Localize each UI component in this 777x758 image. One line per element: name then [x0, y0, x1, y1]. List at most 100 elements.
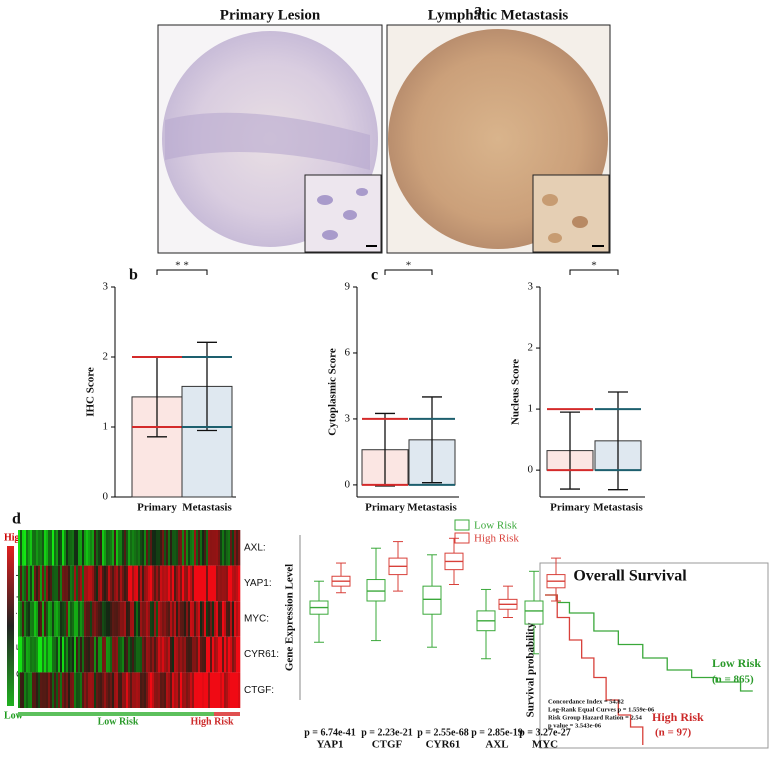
heatmap-cell: [158, 565, 161, 602]
heatmap-cell: [138, 530, 141, 566]
heatmap-legend-bar: [7, 546, 14, 706]
heatmap-cell: [134, 565, 137, 602]
heatmap-cell: [32, 636, 35, 673]
heatmap-cell: [66, 672, 69, 708]
heatmap-cell: [190, 601, 193, 637]
legend-label: High Risk: [474, 533, 519, 545]
heatmap-cell: [132, 530, 135, 566]
heatmap-cell: [206, 565, 209, 602]
heatmap-cell: [188, 565, 191, 602]
heatmap-cell: [52, 565, 55, 602]
heatmap-cell: [54, 530, 57, 566]
heatmap-cell: [202, 636, 205, 673]
heatmap-cell: [112, 601, 115, 637]
heatmap-cell: [142, 672, 145, 708]
heatmap-cell: [220, 565, 223, 602]
heatmap-cell: [110, 565, 113, 602]
plot-frame: [539, 562, 769, 749]
heatmap-cell: [64, 601, 67, 637]
heatmap-cell: [48, 672, 51, 708]
y-tick-label: 0: [103, 491, 109, 503]
heatmap-cell: [208, 601, 211, 637]
heatmap-cell: [62, 565, 65, 602]
heatmap-cell: [204, 530, 207, 566]
heatmap-cell: [136, 601, 139, 637]
heatmap-cell: [170, 601, 173, 637]
heatmap-cell: [68, 565, 71, 602]
heatmap-cell: [90, 530, 93, 566]
heatmap-cell: [144, 565, 147, 602]
heatmap-cell: [146, 565, 149, 602]
heatmap-cell: [166, 565, 169, 602]
heatmap-cell: [166, 672, 169, 708]
heatmap-cell: [30, 672, 33, 708]
heatmap-cell: [200, 530, 203, 566]
heatmap-cell: [200, 565, 203, 602]
heatmap-cell: [24, 636, 27, 673]
heatmap-cell: [124, 636, 127, 673]
heatmap-cell: [62, 530, 65, 566]
y-tick-label: 3: [103, 281, 109, 293]
heatmap-cell: [186, 565, 189, 602]
heatmap-cell: [144, 530, 147, 566]
heatmap-cell: [174, 636, 177, 673]
heatmap-cell: [220, 672, 223, 708]
x-tick-label: MYC: [532, 739, 558, 751]
heatmap-cell: [184, 601, 187, 637]
heatmap-cell: [132, 601, 135, 637]
heatmap-cell: [218, 530, 221, 566]
heatmap-cell: [82, 530, 85, 566]
heatmap-cell: [46, 601, 49, 637]
heatmap-cell: [116, 636, 119, 673]
heatmap-cell: [80, 672, 83, 708]
heatmap-cell: [232, 601, 235, 637]
heatmap-cell: [214, 565, 217, 602]
heatmap-cell: [180, 636, 183, 673]
heatmap-cell: [126, 530, 129, 566]
heatmap-cell: [42, 636, 45, 673]
heatmap-cell: [58, 601, 61, 637]
heatmap-cell: [186, 530, 189, 566]
panel-label: d: [12, 511, 21, 528]
heatmap-cell: [114, 636, 117, 673]
x-tick-label: Metastasis: [593, 502, 643, 514]
heatmap-cell: [48, 601, 51, 637]
heatmap-cell: [100, 636, 103, 673]
cell: [548, 233, 562, 243]
heatmap-cell: [170, 672, 173, 708]
heatmap-cell: [46, 565, 49, 602]
heatmap-cell: [92, 565, 95, 602]
heatmap-cell: [106, 601, 109, 637]
heatmap-cell: [120, 636, 123, 673]
heatmap-cell: [26, 530, 29, 566]
heatmap-cell: [212, 565, 215, 602]
heatmap-cell: [72, 672, 75, 708]
heatmap-cell: [140, 530, 143, 566]
heatmap-cell: [30, 530, 33, 566]
heatmap-cell: [106, 565, 109, 602]
heatmap-cell: [110, 636, 113, 673]
heatmap-cell: [58, 565, 61, 602]
heatmap-cell: [228, 530, 231, 566]
y-tick-label: 2: [103, 351, 109, 363]
heatmap-cell: [20, 636, 23, 673]
heatmap-cell: [174, 565, 177, 602]
heatmap-cell: [46, 636, 49, 673]
heatmap-cell: [238, 601, 241, 637]
heatmap-cell: [228, 601, 231, 637]
heatmap-cell: [208, 636, 211, 673]
heatmap-cell: [40, 672, 43, 708]
heatmap-cell: [168, 601, 171, 637]
heatmap-cell: [88, 530, 91, 566]
heatmap-cell: [40, 636, 43, 673]
legend-label: Low Risk: [474, 520, 518, 532]
heatmap-cell: [28, 672, 31, 708]
heatmap-cell: [216, 601, 219, 637]
heatmap-cell: [228, 565, 231, 602]
heatmap-cell: [220, 530, 223, 566]
heatmap-cell: [56, 636, 59, 673]
heatmap-cell: [96, 565, 99, 602]
significance-bracket: [156, 269, 208, 275]
heatmap-cell: [52, 672, 55, 708]
heatmap-cell: [238, 565, 241, 602]
